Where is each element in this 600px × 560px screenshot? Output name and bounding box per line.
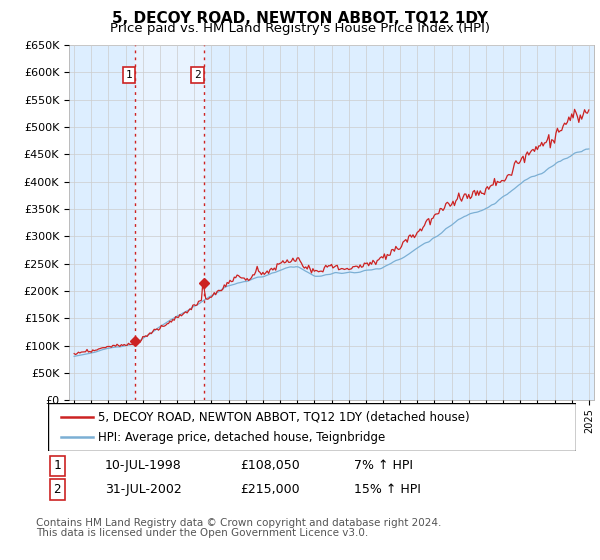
Text: Contains HM Land Registry data © Crown copyright and database right 2024.: Contains HM Land Registry data © Crown c…: [36, 517, 442, 528]
Bar: [135, 45, 203, 400]
Text: Price paid vs. HM Land Registry's House Price Index (HPI): Price paid vs. HM Land Registry's House …: [110, 22, 490, 35]
Text: 5, DECOY ROAD, NEWTON ABBOT, TQ12 1DY (detached house): 5, DECOY ROAD, NEWTON ABBOT, TQ12 1DY (d…: [98, 410, 470, 423]
Text: £215,000: £215,000: [240, 483, 299, 496]
Text: 7% ↑ HPI: 7% ↑ HPI: [354, 459, 413, 473]
Text: 2: 2: [53, 483, 61, 496]
Text: 5, DECOY ROAD, NEWTON ABBOT, TQ12 1DY: 5, DECOY ROAD, NEWTON ABBOT, TQ12 1DY: [112, 11, 488, 26]
Text: 1: 1: [125, 70, 132, 80]
Text: £108,050: £108,050: [240, 459, 300, 473]
Text: HPI: Average price, detached house, Teignbridge: HPI: Average price, detached house, Teig…: [98, 431, 385, 444]
Text: 1: 1: [53, 459, 61, 473]
Text: 10-JUL-1998: 10-JUL-1998: [105, 459, 182, 473]
Text: 2: 2: [194, 70, 201, 80]
Text: 15% ↑ HPI: 15% ↑ HPI: [354, 483, 421, 496]
Text: 31-JUL-2002: 31-JUL-2002: [105, 483, 182, 496]
Text: This data is licensed under the Open Government Licence v3.0.: This data is licensed under the Open Gov…: [36, 528, 368, 538]
